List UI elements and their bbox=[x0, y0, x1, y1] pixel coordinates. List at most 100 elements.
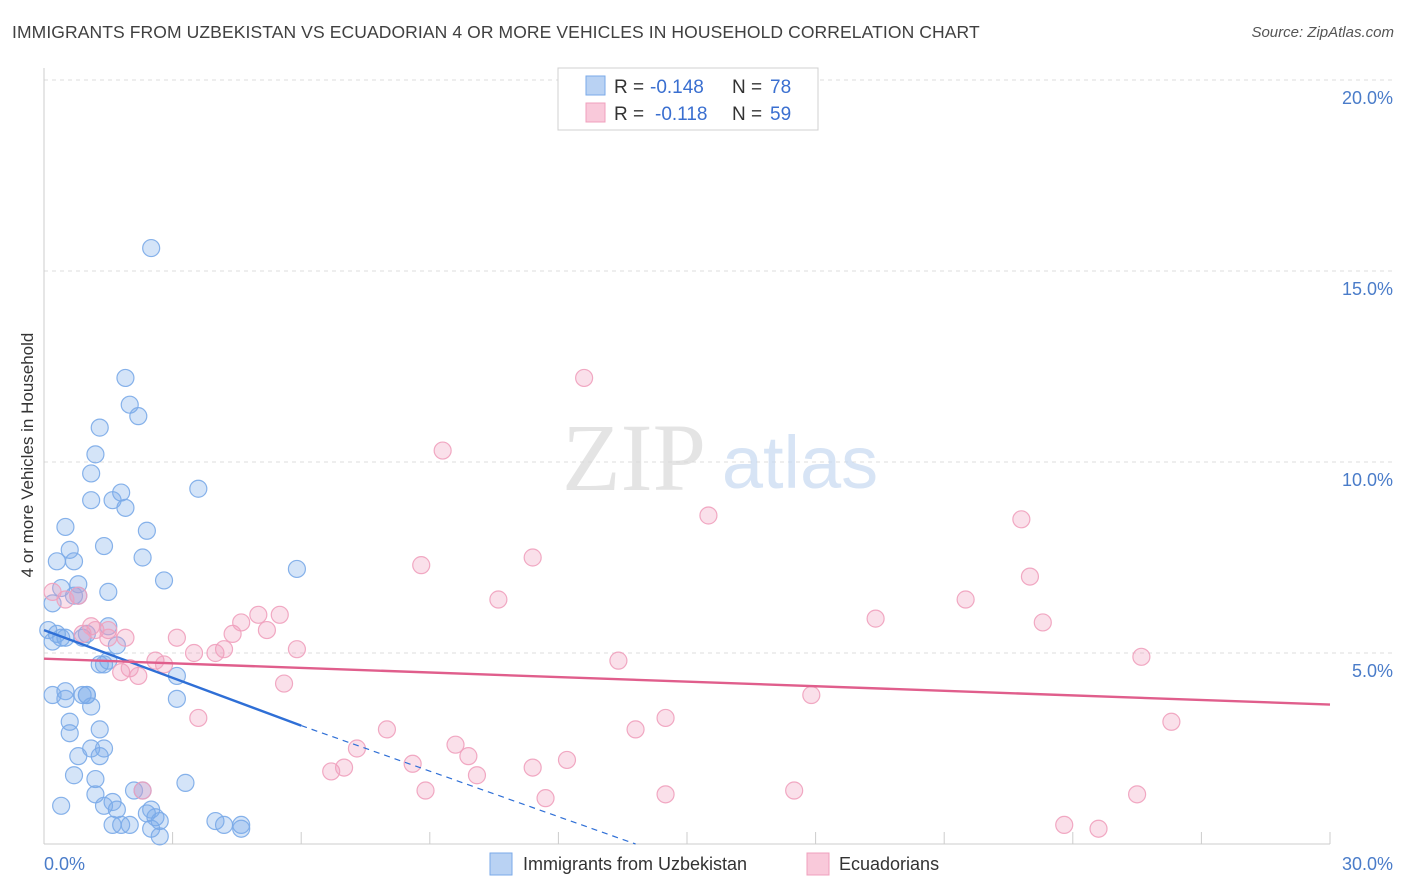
point-uzbekistan-73 bbox=[206, 811, 225, 831]
axes bbox=[43, 68, 1331, 845]
point-ecuadorians-51 bbox=[866, 609, 885, 628]
point-uzbekistan-36 bbox=[56, 689, 75, 708]
point-ecuadorians-47 bbox=[656, 785, 675, 804]
point-uzbekistan-44 bbox=[82, 697, 101, 716]
watermark-atlas: atlas bbox=[722, 421, 878, 504]
trend-line-extension-uzbekistan bbox=[300, 725, 636, 845]
point-ecuadorians-37 bbox=[467, 766, 487, 785]
point-ecuadorians-35 bbox=[446, 735, 465, 754]
point-ecuadorians-17 bbox=[189, 708, 208, 728]
point-ecuadorians-2 bbox=[69, 586, 88, 605]
point-ecuadorians-28 bbox=[334, 758, 354, 777]
point-uzbekistan-69 bbox=[167, 689, 186, 708]
legend-r-label-uzbekistan: R = bbox=[614, 77, 644, 98]
point-uzbekistan-29 bbox=[133, 548, 152, 567]
point-uzbekistan-20 bbox=[94, 536, 114, 556]
point-ecuadorians-56 bbox=[1055, 815, 1074, 835]
point-ecuadorians-44 bbox=[609, 651, 628, 670]
point-ecuadorians-18 bbox=[206, 643, 225, 663]
point-ecuadorians-16 bbox=[184, 643, 204, 663]
point-ecuadorians-58 bbox=[1127, 785, 1147, 804]
point-ecuadorians-14 bbox=[154, 655, 174, 674]
y-tick-label-2: 15.0% bbox=[1342, 279, 1393, 299]
point-ecuadorians-52 bbox=[956, 590, 975, 609]
point-ecuadorians-60 bbox=[1162, 712, 1181, 731]
bottom-legend-label-uzbekistan: Immigrants from Uzbekistan bbox=[523, 854, 747, 874]
point-ecuadorians-7 bbox=[99, 628, 118, 647]
point-uzbekistan-16 bbox=[82, 464, 101, 483]
point-ecuadorians-36 bbox=[459, 747, 478, 766]
legend-n-value-uzbekistan: 78 bbox=[770, 77, 791, 98]
x-tick-label-0: 0.0% bbox=[44, 854, 85, 874]
point-uzbekistan-32 bbox=[154, 571, 174, 590]
bottom-legend-swatch-uzbekistan bbox=[489, 852, 513, 876]
point-uzbekistan-30 bbox=[137, 521, 156, 540]
bottom-legend: Immigrants from Uzbekistan Ecuadorians bbox=[489, 852, 939, 876]
y-tick-label-3: 20.0% bbox=[1342, 88, 1393, 108]
point-ecuadorians-43 bbox=[575, 368, 594, 388]
point-uzbekistan-10 bbox=[64, 586, 84, 605]
point-ecuadorians-25 bbox=[274, 674, 294, 693]
point-ecuadorians-41 bbox=[536, 789, 555, 808]
watermark-zip: ZIP bbox=[562, 404, 706, 511]
point-uzbekistan-43 bbox=[77, 685, 96, 705]
point-uzbekistan-28 bbox=[129, 407, 148, 426]
series-uzbekistan-points bbox=[39, 238, 307, 846]
point-uzbekistan-39 bbox=[64, 766, 84, 785]
trend-line-ecuadorians bbox=[43, 657, 1331, 706]
point-uzbekistan-52 bbox=[94, 739, 114, 758]
gridlines bbox=[44, 79, 1394, 654]
point-uzbekistan-12 bbox=[64, 552, 84, 571]
point-ecuadorians-42 bbox=[557, 750, 577, 770]
chart-title: IMMIGRANTS FROM UZBEKISTAN VS ECUADORIAN… bbox=[12, 22, 980, 42]
point-uzbekistan-68 bbox=[150, 827, 169, 846]
point-ecuadorians-19 bbox=[214, 640, 234, 659]
point-ecuadorians-32 bbox=[412, 556, 431, 575]
point-ecuadorians-59 bbox=[1132, 647, 1151, 666]
point-ecuadorians-30 bbox=[377, 720, 397, 739]
point-ecuadorians-11 bbox=[129, 666, 148, 686]
point-ecuadorians-45 bbox=[626, 720, 645, 739]
point-ecuadorians-55 bbox=[1033, 613, 1052, 632]
point-ecuadorians-13 bbox=[146, 651, 165, 670]
point-ecuadorians-46 bbox=[656, 708, 675, 728]
point-uzbekistan-46 bbox=[86, 769, 105, 789]
tick-labels: 5.0% 10.0% 15.0% 20.0% 0.0% 30.0% bbox=[44, 88, 1393, 874]
legend-n-value-ecuadorians: 59 bbox=[770, 104, 791, 125]
point-uzbekistan-19 bbox=[82, 491, 101, 510]
point-ecuadorians-57 bbox=[1089, 819, 1108, 838]
point-uzbekistan-31 bbox=[142, 238, 161, 258]
legend-n-label-uzbekistan: N = bbox=[732, 77, 762, 98]
point-ecuadorians-50 bbox=[802, 685, 821, 705]
legend-swatch-ecuadorians bbox=[585, 102, 606, 123]
legend-r-value-ecuadorians: -0.118 bbox=[655, 104, 707, 125]
point-ecuadorians-54 bbox=[1020, 567, 1040, 586]
point-uzbekistan-38 bbox=[60, 724, 79, 743]
trend-line-uzbekistan bbox=[43, 628, 302, 727]
point-ecuadorians-8 bbox=[112, 662, 131, 682]
y-tick-label-1: 10.0% bbox=[1342, 470, 1393, 490]
point-uzbekistan-77 bbox=[232, 819, 251, 838]
bottom-legend-swatch-ecuadorians bbox=[806, 852, 830, 876]
y-tick-label-0: 5.0% bbox=[1352, 661, 1393, 681]
bottom-legend-label-ecuadorians: Ecuadorians bbox=[839, 854, 939, 874]
point-uzbekistan-17 bbox=[86, 445, 105, 464]
point-uzbekistan-67 bbox=[150, 811, 169, 831]
legend-swatch-uzbekistan bbox=[585, 75, 606, 96]
point-uzbekistan-24 bbox=[112, 483, 131, 502]
point-ecuadorians-39 bbox=[523, 548, 542, 567]
point-ecuadorians-24 bbox=[270, 605, 289, 624]
point-uzbekistan-26 bbox=[116, 368, 135, 388]
x-tick-label-1: 30.0% bbox=[1342, 854, 1393, 874]
point-ecuadorians-15 bbox=[167, 628, 186, 647]
point-ecuadorians-34 bbox=[433, 441, 452, 460]
point-uzbekistan-57 bbox=[107, 800, 126, 819]
point-uzbekistan-18 bbox=[90, 418, 109, 437]
point-ecuadorians-6 bbox=[99, 620, 118, 640]
legend-box: R = -0.148 N = 78 R = -0.118 N = 59 bbox=[557, 67, 819, 131]
point-ecuadorians-9 bbox=[116, 628, 135, 647]
point-ecuadorians-53 bbox=[1012, 510, 1031, 529]
point-ecuadorians-31 bbox=[403, 754, 422, 773]
point-ecuadorians-23 bbox=[257, 620, 277, 640]
